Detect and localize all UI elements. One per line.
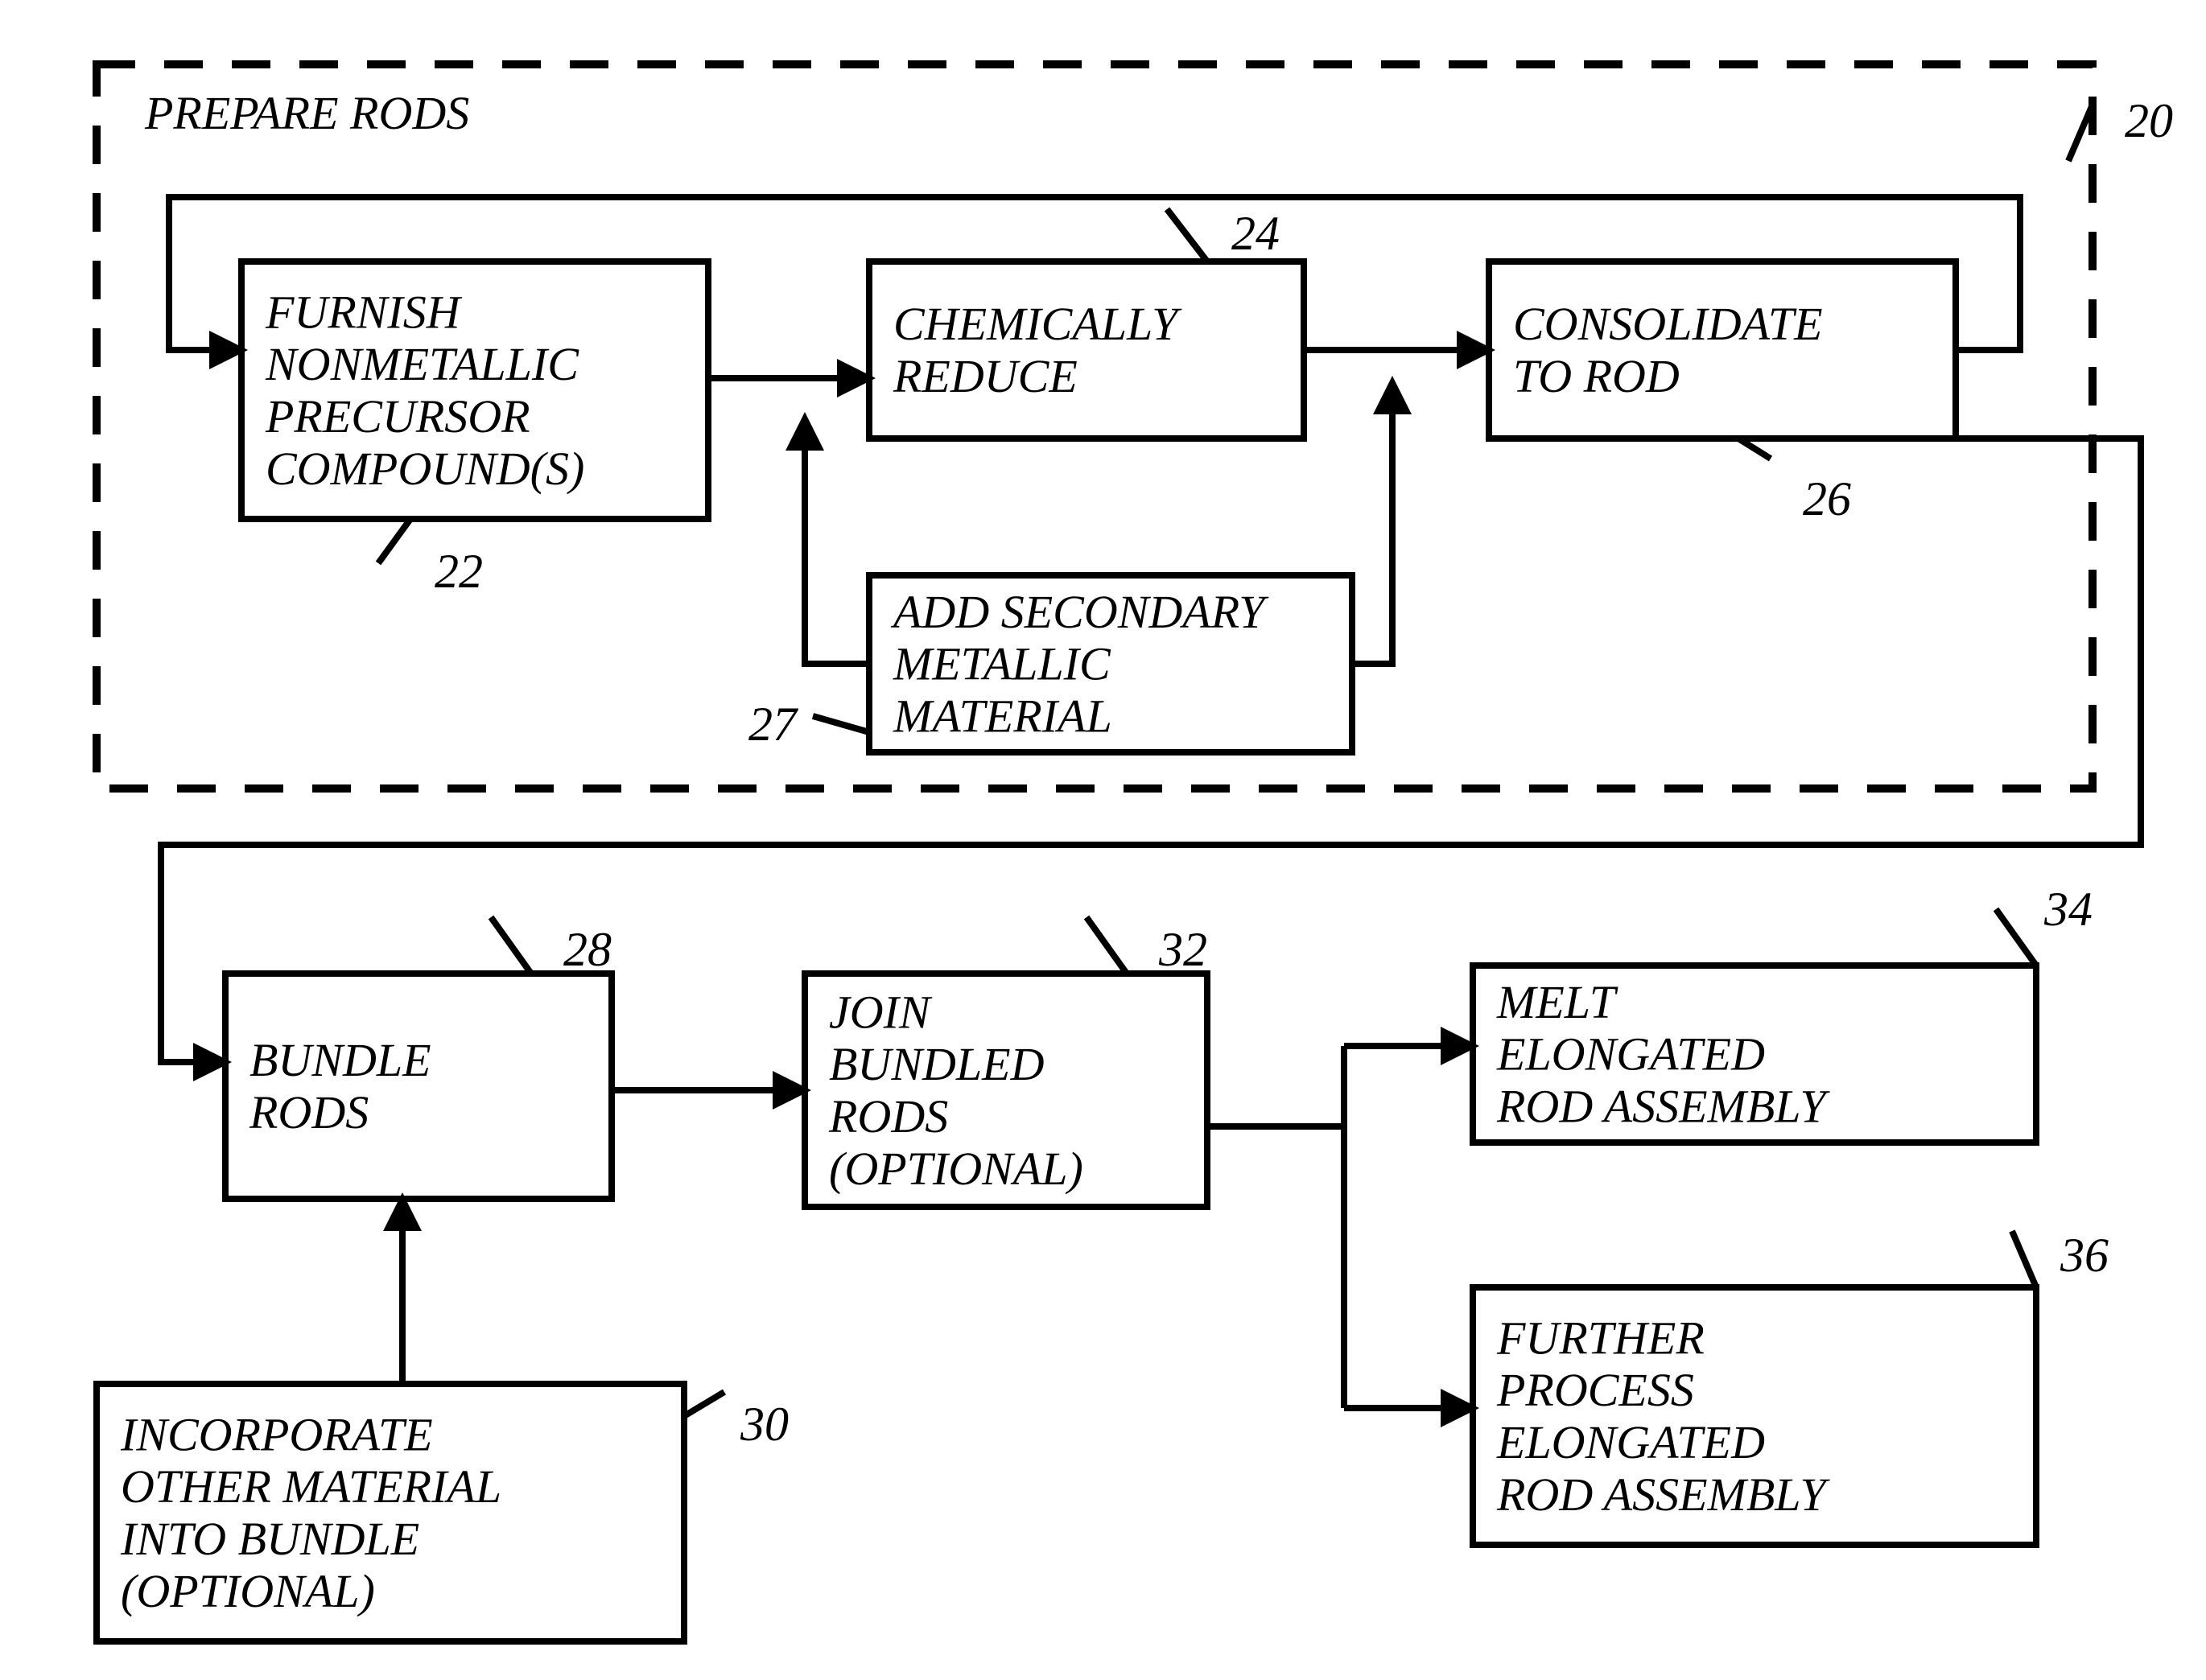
node-n32-line-0: JOIN <box>829 986 933 1038</box>
node-n22-line-2: PRECURSOR <box>265 390 530 443</box>
node-n28-ref-number: 28 <box>563 923 612 976</box>
node-n36-line-0: FURTHER <box>1496 1311 1705 1364</box>
node-n28-line-1: RODS <box>249 1086 369 1139</box>
node-n27-ref-number: 27 <box>748 698 799 751</box>
node-n36-line-1: PROCESS <box>1496 1364 1694 1416</box>
node-n26-line-0: CONSOLIDATE <box>1513 298 1823 350</box>
node-n24-ref-number: 24 <box>1231 207 1280 260</box>
node-n30-line-0: INCORPORATE <box>120 1408 433 1460</box>
node-n26-line-1: TO ROD <box>1513 350 1680 402</box>
node-n22-line-3: COMPOUND(S) <box>266 443 584 495</box>
node-n32-line-2: RODS <box>828 1090 948 1143</box>
node-n34-ref-number: 34 <box>2043 883 2093 936</box>
group-title: PREPARE RODS <box>144 87 469 139</box>
node-n34-line-1: ELONGATED <box>1496 1028 1765 1081</box>
node-n32-line-3: (OPTIONAL) <box>829 1143 1083 1195</box>
edge-27-to-22out <box>805 418 869 664</box>
node-n36-line-2: ELONGATED <box>1496 1416 1765 1468</box>
node-n22-ref-number: 22 <box>435 545 483 598</box>
flowchart-diagram: PREPARE RODS 20 FURNISHNONMETALLICPRECURSO… <box>0 0 2206 1680</box>
group-ref-number: 20 <box>2125 94 2173 147</box>
node-n24-line-0: CHEMICALLY <box>893 298 1182 350</box>
node-n32-ref-number: 32 <box>1158 923 1207 976</box>
node-n26-ref-number: 26 <box>1803 472 1851 525</box>
node-n27-line-0: ADD SECONDARY <box>890 586 1269 638</box>
node-n30-line-3: (OPTIONAL) <box>121 1565 375 1617</box>
node-n27-line-1: METALLIC <box>893 638 1111 690</box>
node-n30-line-1: OTHER MATERIAL <box>121 1460 501 1513</box>
node-n34-line-2: ROD ASSEMBLY <box>1496 1081 1830 1133</box>
node-n27-line-2: MATERIAL <box>893 690 1112 743</box>
node-n24-line-1: REDUCE <box>893 350 1078 402</box>
node-n32-line-1: BUNDLED <box>829 1038 1045 1090</box>
node-n34-line-0: MELT <box>1496 976 1618 1028</box>
node-n36-ref-number: 36 <box>2060 1229 2109 1282</box>
node-n22-line-1: NONMETALLIC <box>265 338 579 390</box>
node-n28-line-0: BUNDLE <box>249 1034 431 1086</box>
edge-27-to-mid <box>1352 382 1392 664</box>
node-n36-line-3: ROD ASSEMBLY <box>1496 1468 1830 1521</box>
node-n22-line-0: FURNISH <box>265 286 463 338</box>
node-n30-line-2: INTO BUNDLE <box>120 1513 419 1565</box>
node-n30-ref-number: 30 <box>740 1398 789 1451</box>
